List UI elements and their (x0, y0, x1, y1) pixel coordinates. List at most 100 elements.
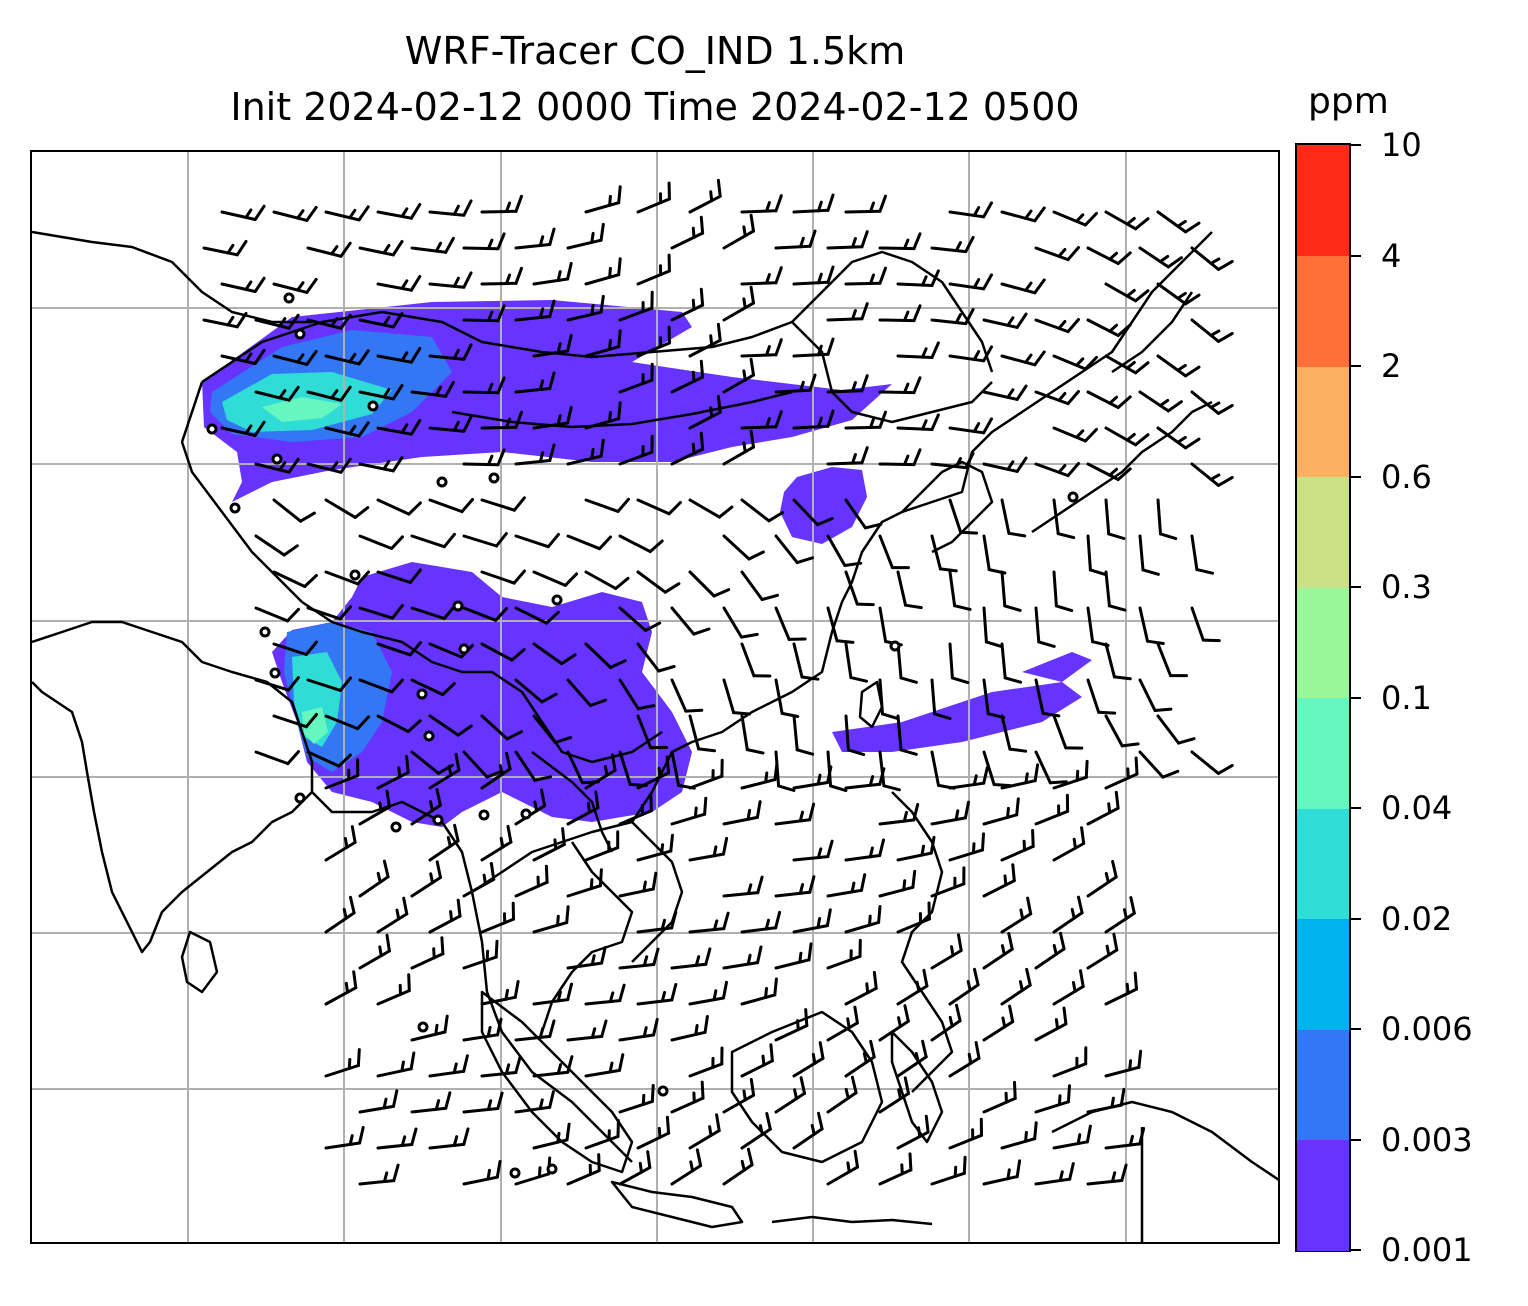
wind-barb (618, 1150, 652, 1186)
wind-barb (636, 1115, 671, 1150)
wind-barb (1190, 534, 1214, 575)
wind-barb (462, 232, 506, 251)
wind-barb (722, 357, 755, 394)
wind-barb (670, 1015, 709, 1042)
wind-barb (740, 266, 783, 286)
wind-barb (636, 714, 669, 750)
wind-barb (740, 194, 783, 214)
colorbar-segment (1297, 255, 1349, 367)
wind-barb (930, 678, 952, 720)
wind-barb (566, 1019, 608, 1042)
wind-barb (826, 938, 862, 970)
wind-barb (462, 1160, 502, 1186)
border-northeast-china (791, 321, 993, 424)
calm-wind-marker (269, 667, 281, 679)
wind-barb (410, 1091, 452, 1114)
wind-barb (480, 824, 513, 862)
wind-barb (358, 1163, 400, 1186)
wind-barb (826, 534, 863, 567)
wind-barb (324, 970, 358, 1006)
coastline-india (32, 620, 314, 954)
map-panel[interactable] (30, 150, 1280, 1244)
colorbar-tick-label: 0.006 (1381, 1010, 1473, 1048)
map-canvas (32, 152, 1278, 1242)
wind-barb (844, 970, 878, 1006)
wind-barb (878, 869, 917, 898)
wind-barb (1000, 967, 1032, 1006)
wind-barb (930, 235, 975, 254)
wind-barb (844, 266, 887, 286)
colorbar-tick-label: 0.6 (1381, 457, 1432, 496)
wind-barb (1034, 390, 1080, 406)
wind-barb (930, 1003, 962, 1042)
wind-barb (792, 1111, 824, 1150)
wind-barb (688, 911, 730, 934)
colorbar-tick-label: 4 (1381, 236, 1402, 275)
colorbar-tick (1351, 365, 1361, 367)
wind-barb (272, 277, 318, 294)
wind-barb (376, 419, 422, 436)
wind-barb (1086, 246, 1132, 265)
wind-barb (878, 534, 910, 570)
wind-barb (1052, 714, 1084, 750)
wind-barb (566, 1153, 601, 1186)
plume-south-peak (302, 707, 328, 744)
wind-barb (792, 908, 832, 934)
wind-barb (792, 265, 835, 286)
wind-barb (826, 446, 869, 466)
wind-barb (306, 457, 352, 474)
wind-barb (324, 758, 360, 790)
wind-barb (514, 678, 558, 704)
wind-barb (532, 405, 573, 430)
wind-barb (566, 946, 607, 970)
calm-wind-marker (294, 792, 306, 804)
map-title-line1: WRF-Tracer CO_IND 1.5km (404, 29, 906, 73)
wind-barb (324, 205, 370, 222)
wind-barb (462, 304, 506, 323)
graticule (32, 152, 1278, 1242)
wind-barb (618, 606, 662, 632)
wind-barb (688, 178, 722, 214)
wind-barb (410, 788, 442, 826)
wind-barb (220, 420, 266, 437)
wind-barb (1138, 750, 1180, 779)
wind-barb (514, 750, 552, 782)
wind-barb (514, 1019, 556, 1042)
wind-barb (358, 240, 404, 257)
plume-hebei (780, 467, 867, 544)
wind-barb (462, 606, 508, 622)
colorbar-tick (1351, 254, 1361, 257)
coastline-philippines (891, 791, 954, 1093)
wind-barb (1104, 426, 1150, 447)
wind-barb (220, 276, 266, 293)
wind-barb (948, 967, 980, 1006)
wind-barb (740, 977, 778, 1006)
wind-barb (514, 864, 549, 898)
wind-barb (584, 401, 622, 430)
wind-barb (948, 570, 972, 611)
wind-barb (930, 933, 963, 970)
wind-barb (688, 1113, 721, 1150)
border-mongolia (451, 390, 793, 429)
wind-barb (358, 384, 404, 401)
wind-barb (514, 443, 556, 466)
wind-barb (480, 751, 512, 790)
plume-north-streak (502, 427, 682, 457)
wind-barb (1156, 426, 1201, 450)
wind-barb (1086, 1087, 1126, 1114)
wind-barb (844, 838, 885, 862)
wind-barb (740, 410, 783, 430)
wind-barb (1034, 678, 1061, 718)
wind-barb (1086, 390, 1132, 409)
wind-barb (1104, 570, 1127, 612)
wind-barb (844, 714, 866, 757)
wind-barb (896, 642, 918, 684)
wind-barb (532, 333, 573, 358)
wind-barb (930, 1155, 967, 1186)
calm-wind-marker (509, 1167, 521, 1179)
wind-barb (376, 641, 422, 657)
wind-barb (324, 349, 370, 366)
wind-barb (1000, 714, 1028, 753)
wind-barb (306, 676, 352, 692)
wind-barb-layer (202, 178, 1234, 1186)
